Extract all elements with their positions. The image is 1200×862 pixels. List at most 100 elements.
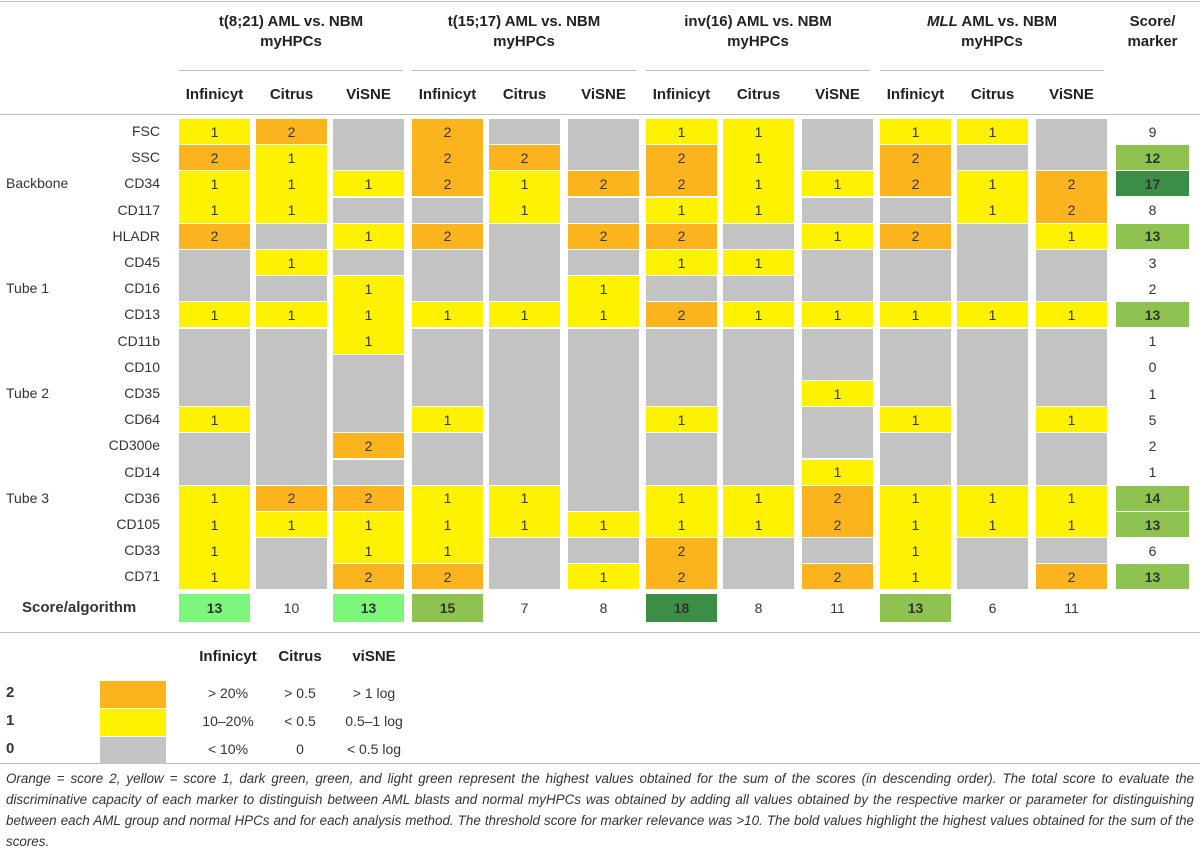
- score-value: 1: [443, 490, 452, 507]
- score-value: 1: [210, 175, 219, 192]
- legend-score: 1: [6, 712, 15, 729]
- algorithm-score: 8: [754, 599, 763, 616]
- score-value: 1: [754, 516, 763, 533]
- score-value: 2: [287, 490, 296, 507]
- score-block: [880, 250, 951, 302]
- group-header-text: inv(16) AML vs. NBM: [684, 13, 832, 30]
- score-block: [1036, 564, 1107, 590]
- marker-total: 13: [1116, 564, 1189, 590]
- body-bottom-rule: [0, 632, 1200, 633]
- marker-total: 3: [1148, 254, 1157, 271]
- score-value: 1: [287, 202, 296, 219]
- score-block: [880, 197, 951, 223]
- score-block: [333, 171, 404, 197]
- score-value: 1: [754, 149, 763, 166]
- score-block: [1036, 328, 1107, 406]
- score-block: [412, 302, 483, 328]
- legend-header: viSNE: [352, 648, 396, 665]
- score-block: [880, 328, 951, 406]
- group-header-line2: myHPCs: [961, 33, 1023, 50]
- score-block: [179, 302, 250, 328]
- score-value: 1: [677, 202, 686, 219]
- score-value: 2: [677, 228, 686, 245]
- score-block: [723, 119, 794, 223]
- score-block: [802, 564, 873, 590]
- score-value: 1: [364, 542, 373, 559]
- score-value: 2: [911, 228, 920, 245]
- score-block: [880, 407, 951, 433]
- score-block: [880, 223, 951, 249]
- score-block: [333, 485, 404, 511]
- score-value: 2: [443, 149, 452, 166]
- table-caption: Orange = score 2, yellow = score 1, dark…: [6, 771, 1194, 849]
- score-value: 1: [988, 516, 997, 533]
- score-value: 1: [833, 464, 842, 481]
- score-block: [256, 302, 327, 328]
- score-block: [568, 328, 639, 511]
- legend-header: Citrus: [278, 648, 322, 665]
- score-value: 1: [599, 306, 608, 323]
- score-value: 1: [364, 516, 373, 533]
- score-block: [179, 223, 250, 249]
- score-block: [802, 119, 873, 171]
- score-block: [489, 223, 560, 302]
- score-value: 1: [911, 568, 920, 585]
- legend-threshold: < 10%: [207, 741, 249, 757]
- score-algorithm-label: Score/algorithm: [22, 598, 137, 616]
- score-marker-line1: Score/: [1129, 13, 1176, 30]
- score-value: 1: [287, 306, 296, 323]
- score-block: [256, 250, 327, 275]
- score-block: [179, 407, 250, 433]
- score-value: 1: [287, 516, 296, 533]
- score-value: 1: [677, 411, 686, 428]
- marker-label: CD300e: [108, 437, 160, 454]
- score-value: 2: [1067, 568, 1076, 585]
- header-rule: [0, 114, 1200, 115]
- score-value: 1: [833, 385, 842, 402]
- legend-threshold: > 0.5: [284, 685, 316, 701]
- group-header: t(15;17) AML vs. NBM myHPCs: [412, 12, 636, 52]
- score-block: [1036, 171, 1107, 223]
- score-value: 1: [833, 228, 842, 245]
- score-block: [1036, 538, 1107, 564]
- score-value: 1: [988, 123, 997, 140]
- score-value: 2: [677, 542, 686, 559]
- algorithm-score: 11: [1064, 599, 1079, 616]
- algorithm-score: 15: [412, 593, 483, 622]
- score-value: 1: [287, 254, 296, 271]
- score-block: [256, 145, 327, 223]
- score-block: [646, 223, 717, 249]
- score-block: [723, 276, 794, 302]
- score-block: [1036, 119, 1107, 171]
- score-value: 1: [443, 411, 452, 428]
- score-value: 1: [988, 202, 997, 219]
- method-header: Citrus: [269, 86, 314, 103]
- score-block: [802, 538, 873, 564]
- algorithm-score: 7: [520, 599, 529, 616]
- score-value: 1: [599, 516, 608, 533]
- score-block: [412, 328, 483, 406]
- legend-swatch: [100, 737, 166, 764]
- score-block: [179, 119, 250, 144]
- score-value: 2: [677, 149, 686, 166]
- legend-bottom-rule: [0, 763, 1200, 764]
- score-block: [802, 171, 873, 197]
- score-value: 1: [364, 306, 373, 323]
- score-value: 2: [1067, 202, 1076, 219]
- score-value: 1: [520, 516, 529, 533]
- score-block: [412, 564, 483, 590]
- score-block: [568, 538, 639, 564]
- score-block: [489, 485, 560, 537]
- marker-label: CD36: [124, 489, 160, 506]
- score-value: 2: [677, 568, 686, 585]
- top-rule: [0, 1, 1200, 2]
- score-value: 1: [677, 516, 686, 533]
- score-block: [256, 485, 327, 511]
- score-block: [568, 512, 639, 537]
- score-block: [723, 250, 794, 275]
- score-value: 1: [364, 175, 373, 192]
- method-header: Infinicyt: [886, 86, 945, 103]
- score-block: [957, 302, 1028, 328]
- score-value: 1: [911, 411, 920, 428]
- score-value: 1: [754, 490, 763, 507]
